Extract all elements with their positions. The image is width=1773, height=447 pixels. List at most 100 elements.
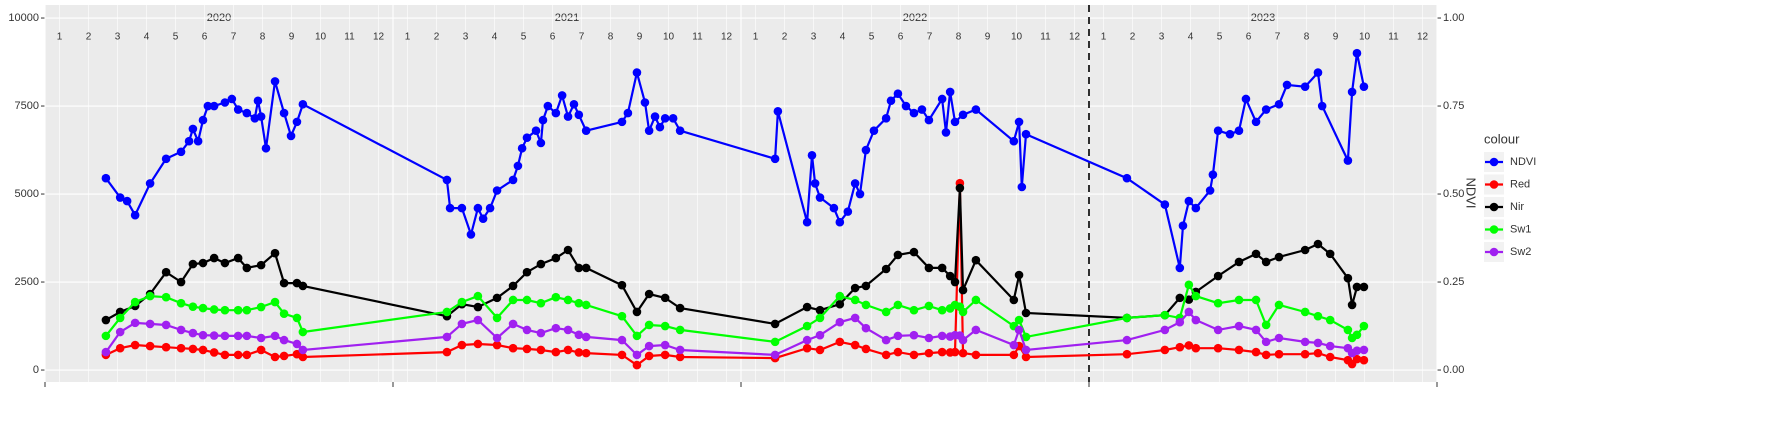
data-point bbox=[802, 217, 812, 227]
data-point bbox=[1021, 129, 1031, 139]
data-point bbox=[445, 203, 455, 213]
month-label: 10 bbox=[663, 32, 675, 43]
month-label: 2 bbox=[782, 32, 788, 43]
month-label: 1 bbox=[753, 32, 759, 43]
data-point bbox=[176, 325, 186, 335]
data-point bbox=[209, 101, 219, 111]
data-point bbox=[917, 105, 927, 114]
data-point bbox=[1352, 48, 1362, 58]
legend-label: NDVI bbox=[1510, 156, 1536, 168]
data-point bbox=[958, 307, 968, 317]
month-label: 4 bbox=[144, 32, 150, 43]
data-point bbox=[1213, 298, 1223, 308]
data-point bbox=[675, 325, 685, 335]
data-point bbox=[198, 115, 208, 125]
month-label: 1 bbox=[1101, 32, 1107, 43]
data-point bbox=[773, 107, 783, 116]
y2-tick-label: 0.00 bbox=[1443, 364, 1464, 376]
data-point bbox=[971, 350, 981, 360]
data-point bbox=[286, 131, 296, 141]
data-point bbox=[220, 98, 230, 107]
data-point bbox=[209, 331, 219, 340]
data-point bbox=[473, 339, 483, 349]
data-point bbox=[802, 335, 812, 345]
data-point bbox=[881, 114, 891, 123]
data-point bbox=[1251, 249, 1261, 259]
data-point bbox=[292, 117, 302, 127]
data-point bbox=[924, 348, 934, 358]
data-point bbox=[1122, 313, 1132, 323]
data-point bbox=[1317, 101, 1327, 111]
data-point bbox=[937, 331, 947, 341]
data-point bbox=[270, 77, 280, 86]
data-point bbox=[563, 325, 573, 335]
data-point bbox=[1184, 307, 1194, 317]
data-point bbox=[279, 278, 289, 288]
data-point bbox=[492, 186, 502, 195]
y-tick-label: 5000 bbox=[15, 188, 39, 200]
data-point bbox=[122, 196, 132, 206]
month-label: 8 bbox=[956, 32, 962, 43]
data-point bbox=[115, 327, 125, 337]
data-point bbox=[1359, 321, 1369, 331]
data-point bbox=[924, 115, 934, 125]
data-point bbox=[945, 271, 955, 281]
data-point bbox=[1359, 345, 1369, 355]
data-point bbox=[937, 94, 947, 104]
legend-dot bbox=[1489, 247, 1499, 257]
data-point bbox=[536, 259, 546, 269]
data-point bbox=[1178, 221, 1188, 231]
data-point bbox=[270, 331, 280, 341]
data-point bbox=[802, 321, 812, 331]
data-point bbox=[660, 293, 670, 303]
data-point bbox=[835, 337, 845, 347]
data-point bbox=[815, 345, 825, 355]
data-point bbox=[835, 317, 845, 327]
data-point bbox=[101, 173, 111, 183]
data-point bbox=[950, 347, 960, 357]
month-label: 7 bbox=[231, 32, 237, 43]
data-point bbox=[1009, 350, 1019, 360]
data-point bbox=[536, 345, 546, 355]
data-point bbox=[145, 179, 155, 188]
data-point bbox=[886, 96, 896, 106]
y-tick-label: 0 bbox=[33, 364, 39, 376]
data-point bbox=[457, 340, 467, 350]
month-label: 9 bbox=[289, 32, 295, 43]
data-point bbox=[1122, 335, 1132, 345]
data-point bbox=[209, 253, 219, 263]
data-point bbox=[1313, 68, 1323, 77]
data-point bbox=[660, 321, 670, 331]
data-point bbox=[1213, 343, 1223, 353]
data-point bbox=[551, 323, 561, 333]
data-point bbox=[971, 295, 981, 305]
data-point bbox=[1009, 136, 1019, 146]
month-label: 2 bbox=[434, 32, 440, 43]
data-point bbox=[958, 335, 968, 345]
data-point bbox=[958, 110, 968, 120]
data-point bbox=[130, 297, 140, 307]
data-point bbox=[901, 101, 911, 111]
month-label: 12 bbox=[721, 32, 733, 43]
data-point bbox=[145, 291, 155, 301]
data-point bbox=[209, 348, 219, 357]
data-point bbox=[233, 350, 243, 360]
data-point bbox=[893, 250, 903, 260]
data-point bbox=[1014, 325, 1024, 335]
month-label: 11 bbox=[344, 32, 355, 43]
data-point bbox=[1274, 300, 1284, 310]
data-point bbox=[473, 315, 483, 325]
data-point bbox=[574, 263, 584, 273]
data-point bbox=[508, 281, 518, 291]
data-point bbox=[1251, 117, 1261, 127]
data-point bbox=[1021, 308, 1031, 318]
data-point bbox=[1191, 203, 1201, 213]
data-point bbox=[176, 277, 186, 287]
data-point bbox=[176, 343, 186, 353]
data-point bbox=[893, 347, 903, 357]
data-point bbox=[242, 350, 252, 360]
data-point bbox=[1359, 82, 1369, 91]
data-point bbox=[253, 96, 263, 106]
month-label: 5 bbox=[1217, 32, 1223, 43]
data-point bbox=[869, 126, 879, 135]
